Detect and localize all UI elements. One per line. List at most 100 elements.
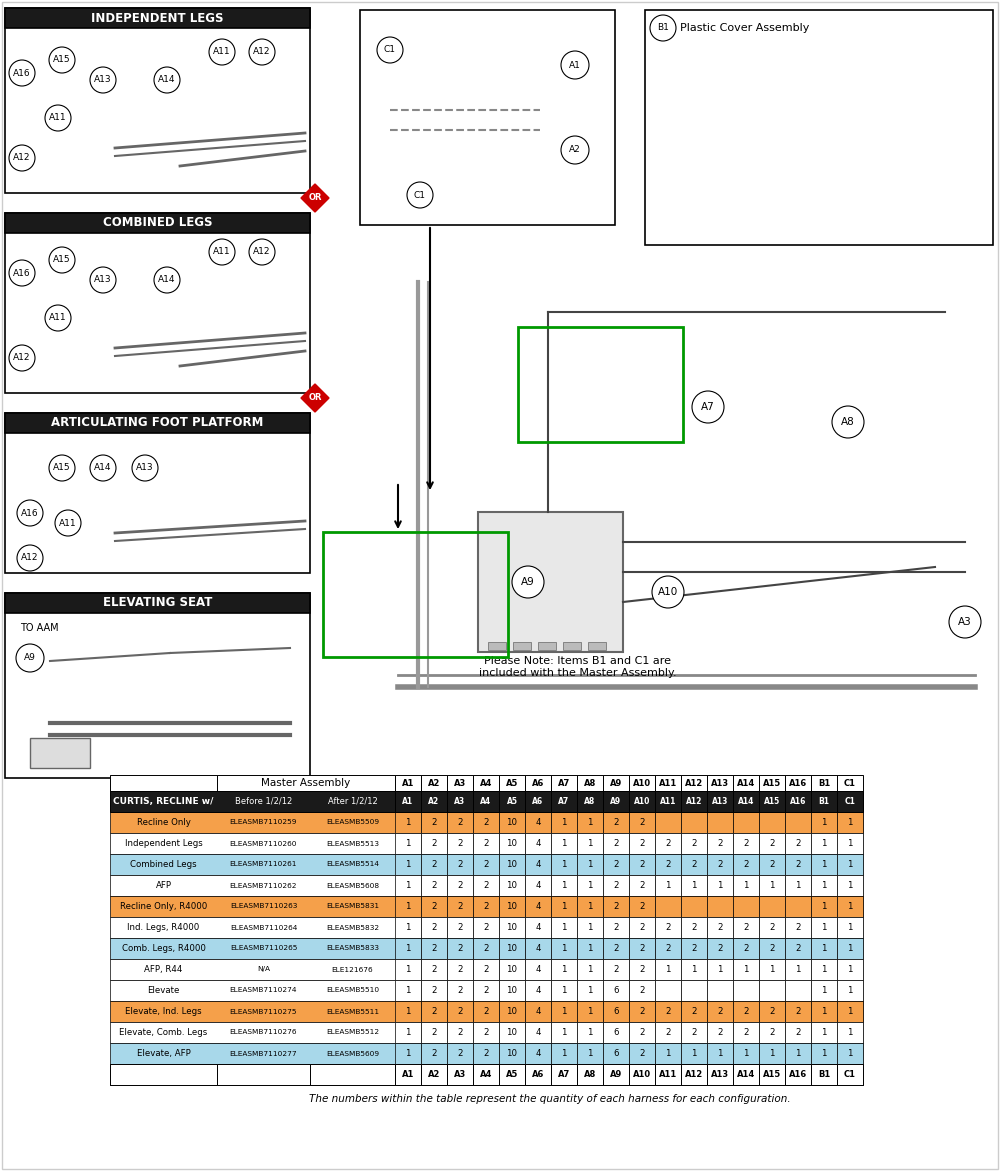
Text: 1: 1: [405, 902, 411, 911]
Bar: [629, 812, 655, 833]
Text: 1: 1: [795, 965, 801, 974]
Text: 1: 1: [691, 881, 697, 890]
Bar: [310, 1064, 395, 1086]
Bar: [473, 938, 499, 959]
Bar: [473, 775, 499, 790]
Text: 2: 2: [639, 819, 645, 827]
Bar: [707, 775, 733, 790]
Text: 2: 2: [769, 860, 775, 869]
Text: 2: 2: [457, 986, 463, 995]
Text: A14: A14: [738, 797, 754, 806]
Bar: [488, 642, 506, 650]
Bar: [577, 1022, 603, 1043]
Text: A10: A10: [634, 797, 650, 806]
Bar: [603, 775, 629, 790]
Bar: [603, 833, 629, 854]
Text: ELEASMB5831: ELEASMB5831: [326, 904, 379, 910]
Text: A13: A13: [136, 464, 154, 473]
Bar: [681, 812, 707, 833]
Text: 2: 2: [691, 923, 697, 932]
Bar: [473, 790, 499, 812]
Text: ELEASMB7110276: ELEASMB7110276: [230, 1029, 297, 1035]
Bar: [577, 812, 603, 833]
Bar: [759, 875, 785, 896]
Text: B1: B1: [818, 1070, 830, 1078]
Text: A9: A9: [610, 797, 622, 806]
Text: Before 1/2/12: Before 1/2/12: [235, 797, 292, 806]
Bar: [707, 1022, 733, 1043]
Bar: [110, 775, 217, 790]
Bar: [5, 8, 310, 28]
Bar: [837, 959, 863, 980]
Bar: [759, 896, 785, 917]
Text: 2: 2: [639, 1049, 645, 1059]
Bar: [395, 1064, 421, 1086]
Text: A16: A16: [789, 779, 807, 788]
Bar: [110, 875, 863, 896]
Text: 2: 2: [483, 819, 489, 827]
Bar: [655, 790, 681, 812]
Bar: [681, 790, 707, 812]
Text: ELEASMB7110275: ELEASMB7110275: [230, 1008, 297, 1014]
Text: 2: 2: [431, 1028, 437, 1038]
Bar: [421, 812, 447, 833]
Text: 2: 2: [613, 881, 619, 890]
Text: A14: A14: [94, 464, 112, 473]
Bar: [217, 775, 395, 790]
Text: A2: A2: [428, 779, 440, 788]
Text: A3: A3: [958, 617, 972, 626]
Text: 1: 1: [821, 1007, 827, 1016]
Bar: [837, 1043, 863, 1064]
Text: ELEASMB7110277: ELEASMB7110277: [230, 1050, 297, 1056]
Bar: [837, 1064, 863, 1086]
Bar: [473, 833, 499, 854]
Bar: [629, 854, 655, 875]
Text: 1: 1: [405, 944, 411, 953]
Text: 2: 2: [483, 881, 489, 890]
Text: 2: 2: [795, 923, 801, 932]
Bar: [473, 875, 499, 896]
Bar: [577, 854, 603, 875]
Bar: [551, 1043, 577, 1064]
Text: 1: 1: [847, 1049, 853, 1059]
Text: 1: 1: [743, 965, 749, 974]
Bar: [811, 917, 837, 938]
Circle shape: [512, 566, 544, 598]
Bar: [473, 812, 499, 833]
Text: Ind. Legs, R4000: Ind. Legs, R4000: [127, 923, 200, 932]
Bar: [759, 1043, 785, 1064]
Bar: [759, 1022, 785, 1043]
Text: TO AAM: TO AAM: [20, 623, 59, 634]
Circle shape: [132, 456, 158, 481]
Bar: [360, 11, 615, 225]
Text: A4: A4: [480, 779, 492, 788]
Text: A2: A2: [428, 1070, 440, 1078]
Text: 2: 2: [431, 923, 437, 932]
Text: 2: 2: [457, 860, 463, 869]
Text: 1: 1: [847, 819, 853, 827]
Bar: [707, 790, 733, 812]
Bar: [551, 833, 577, 854]
Text: 2: 2: [665, 838, 671, 848]
Bar: [551, 1022, 577, 1043]
Text: 1: 1: [587, 1028, 593, 1038]
Text: 1: 1: [405, 881, 411, 890]
Text: 4: 4: [535, 986, 541, 995]
Bar: [681, 775, 707, 790]
Bar: [447, 875, 473, 896]
Bar: [525, 790, 551, 812]
Text: 10: 10: [507, 986, 518, 995]
Bar: [811, 938, 837, 959]
Bar: [577, 938, 603, 959]
Bar: [525, 938, 551, 959]
Bar: [551, 854, 577, 875]
Text: 1: 1: [821, 944, 827, 953]
Bar: [421, 854, 447, 875]
Bar: [629, 980, 655, 1001]
Polygon shape: [301, 184, 329, 212]
Bar: [577, 917, 603, 938]
Bar: [499, 790, 525, 812]
Bar: [629, 917, 655, 938]
Text: A2: A2: [569, 145, 581, 155]
Bar: [629, 1043, 655, 1064]
